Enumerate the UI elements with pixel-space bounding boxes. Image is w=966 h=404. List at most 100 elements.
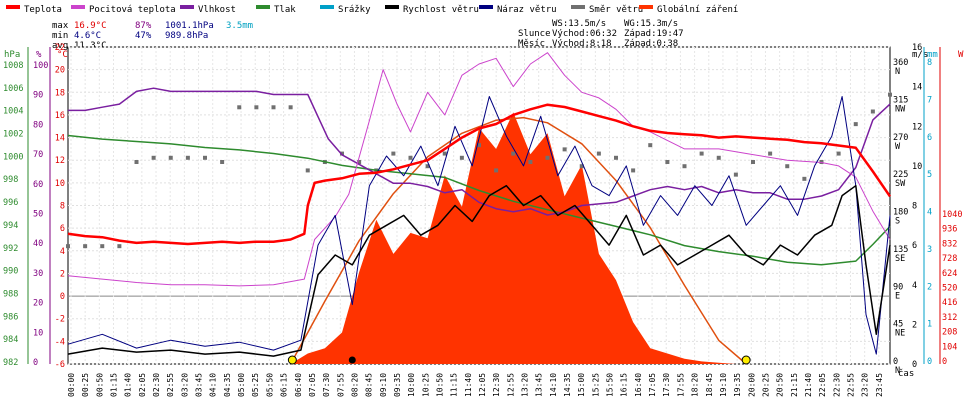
legend-swatch <box>256 5 270 9</box>
wind-dir-point <box>168 155 173 160</box>
time-tick: 21:15 <box>790 373 799 397</box>
time-tick: 23:45 <box>875 373 884 397</box>
tick-label: E <box>895 291 900 301</box>
temperature-line <box>67 103 892 246</box>
wind-dir-point <box>83 244 88 249</box>
time-tick: 15:50 <box>606 373 615 397</box>
wind-dir-point <box>802 176 807 181</box>
tick-label: 90 <box>893 282 903 292</box>
tick-label: 728 <box>942 254 957 264</box>
legend-label: Tlak <box>274 5 296 15</box>
tick-label: NE <box>895 329 905 339</box>
solar-area <box>68 112 890 365</box>
tick-label: 416 <box>942 298 957 308</box>
time-tick: 22:30 <box>832 373 841 397</box>
tick-label: 994 <box>3 221 18 231</box>
legend-swatch <box>71 5 85 9</box>
tick-label: 1000 <box>3 152 23 162</box>
tick-label: 6 <box>912 241 917 251</box>
time-tick: 06:40 <box>294 373 303 397</box>
tick-label: 100 <box>33 61 48 71</box>
stat-label: min <box>52 31 68 41</box>
time-tick: 11:15 <box>450 373 459 397</box>
wind-dir-point <box>408 155 413 160</box>
time-tick: 16:40 <box>634 373 643 397</box>
wind-dir-point <box>545 155 550 160</box>
time-tick: 22:05 <box>818 373 827 397</box>
tick-label: SW <box>895 179 906 189</box>
tick-label: 14 <box>912 83 922 93</box>
moonrise-marker <box>348 356 356 364</box>
time-tick: 19:10 <box>719 373 728 397</box>
tick-label: 5 <box>927 170 932 180</box>
tick-label: 16 <box>55 111 65 121</box>
tick-label: S <box>895 217 900 227</box>
legend-label: Vlhkost <box>198 5 236 15</box>
time-tick: 05:25 <box>251 373 260 397</box>
tick-label: 982 <box>3 358 18 368</box>
time-tick: 03:20 <box>180 373 189 397</box>
tick-label: 225 <box>893 170 908 180</box>
time-tick: 23:20 <box>861 373 870 397</box>
time-tick: 08:45 <box>365 373 374 397</box>
tick-label: N <box>895 366 900 376</box>
time-tick: 08:20 <box>350 373 359 397</box>
time-tick: 18:45 <box>705 373 714 397</box>
wind-dir-point <box>391 151 396 156</box>
time-tick: 19:35 <box>733 373 742 397</box>
tick-label: 0 <box>893 357 898 367</box>
stat-value: WG:15.3m/s <box>624 19 678 29</box>
tick-label: 22 <box>55 43 65 53</box>
tick-label: 45 <box>893 320 903 330</box>
tick-label: 20 <box>33 299 43 309</box>
time-tick: 04:10 <box>209 373 218 397</box>
tick-label: 984 <box>3 335 18 345</box>
tick-label: 2 <box>927 282 932 292</box>
stat-value: 1001.1hPa <box>165 21 214 31</box>
tick-label: 135 <box>893 245 908 255</box>
stat-label: avg <box>52 41 68 51</box>
wind-dir-point <box>305 168 310 173</box>
time-tick: 01:15 <box>110 373 119 397</box>
sunrise-marker <box>287 355 297 365</box>
wind-dir-point <box>477 143 481 148</box>
axis-unit: m/s <box>912 50 928 60</box>
wind-dir-point <box>203 155 207 160</box>
time-tick: 12:55 <box>506 373 515 397</box>
axis-unit: mm <box>927 50 938 60</box>
time-tick: 12:30 <box>492 373 501 397</box>
tick-label: -4 <box>55 337 65 347</box>
time-tick: 11:40 <box>464 373 473 397</box>
tick-label: 3 <box>927 245 932 255</box>
time-tick: 01:40 <box>124 373 133 397</box>
wind-dir-point <box>768 151 773 156</box>
tick-label: 10 <box>912 162 922 172</box>
tick-label: 936 <box>942 225 957 235</box>
time-tick: 20:00 <box>747 373 756 397</box>
tick-label: 0 <box>942 357 947 367</box>
tick-label: 4 <box>927 208 932 218</box>
tick-label: W <box>895 142 901 152</box>
tick-label: 90 <box>33 91 43 101</box>
wind-dir-point <box>751 160 755 164</box>
stat-value: 3.5mm <box>226 21 253 31</box>
tick-label: 16 <box>912 43 922 53</box>
tick-label: 360 <box>893 58 908 68</box>
tick-label: 6 <box>927 133 932 143</box>
tick-label: 312 <box>942 313 957 323</box>
time-tick: 14:10 <box>549 373 558 397</box>
legend-label: Globální záření <box>657 5 738 15</box>
feels-like-line <box>67 52 891 287</box>
tick-label: 1006 <box>3 84 23 94</box>
tick-label: 18 <box>55 88 65 98</box>
time-tick: 10:25 <box>421 373 430 397</box>
axis-unit: °C <box>57 50 68 60</box>
tick-label: 30 <box>33 269 43 279</box>
legend-swatch <box>180 5 194 9</box>
tick-label: 1008 <box>3 61 23 71</box>
legend-swatch <box>385 5 399 9</box>
tick-label: 60 <box>33 180 43 190</box>
tick-label: 2 <box>60 269 65 279</box>
legend-swatch <box>479 5 493 9</box>
